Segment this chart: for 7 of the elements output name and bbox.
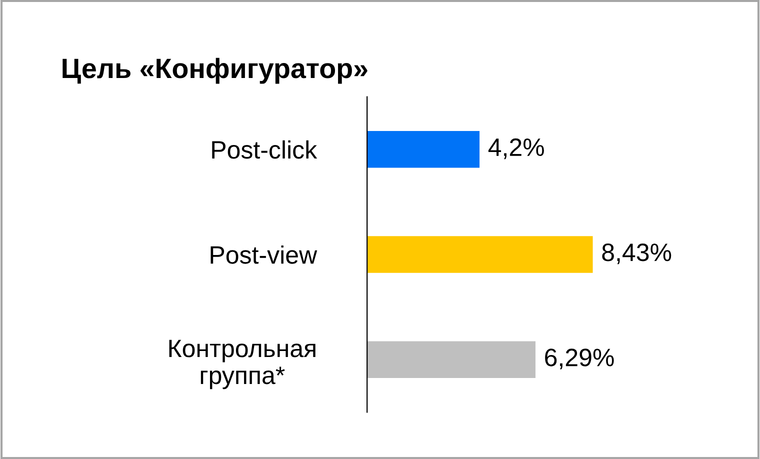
data-label: 8,43% <box>602 244 672 264</box>
data-label: 6,29% <box>545 348 614 370</box>
y-tick-label: Post-click <box>212 140 318 159</box>
chart-title: Цель «Конфигуратор» <box>62 58 368 84</box>
data-label: 4,2% <box>488 138 544 160</box>
y-tick-label: Post-view <box>210 245 318 264</box>
y-tick-label: Контрольная группа* <box>169 340 316 390</box>
